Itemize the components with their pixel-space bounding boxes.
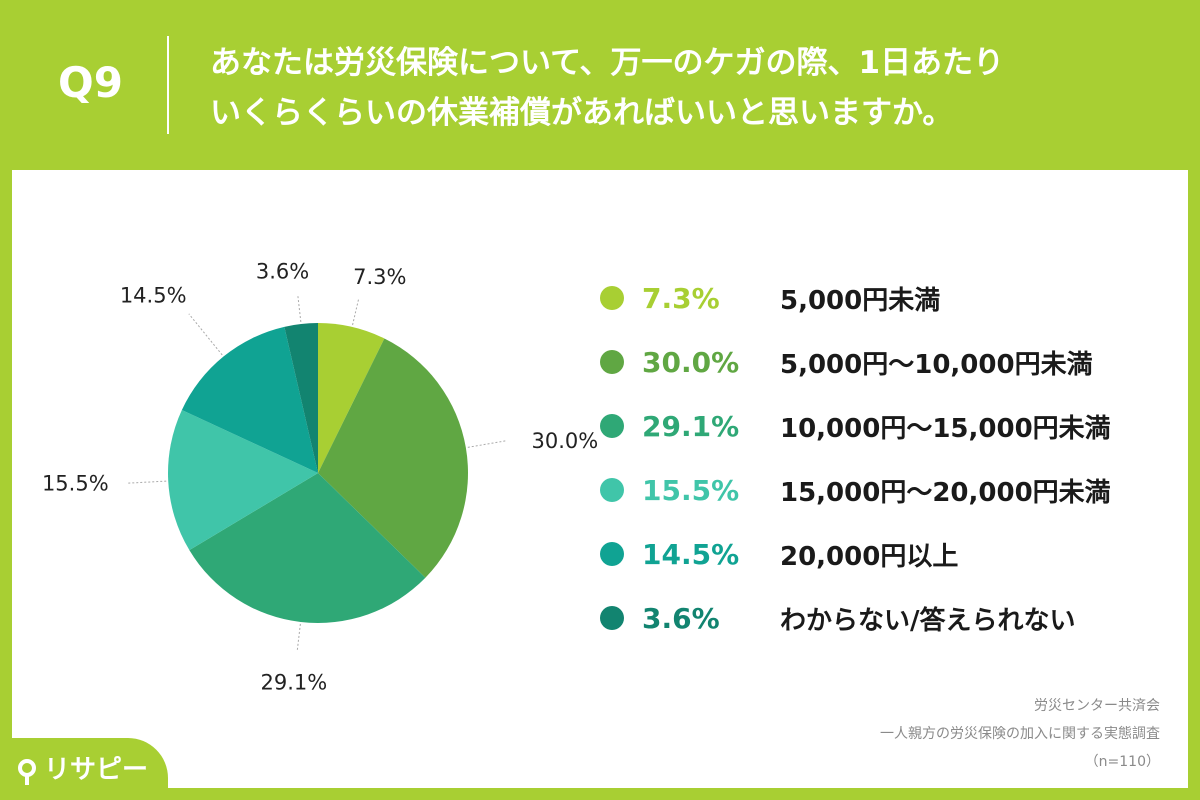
header: Q9 あなたは労災保険について、万一のケガの際、1日あたり いくらくらいの休業補…	[0, 0, 1200, 170]
pie-data-label: 29.1%	[261, 671, 328, 695]
legend-item: 14.5% 20,000円以上	[600, 534, 1180, 574]
pin-icon	[18, 758, 36, 785]
source-org: 労災センター共済会	[1034, 698, 1160, 714]
pie-slice	[181, 326, 318, 473]
logo-tab: リサピー	[0, 738, 168, 800]
source-survey: 一人親方の労災保険の加入に関する実態調査	[880, 726, 1160, 742]
leader-line	[297, 294, 302, 323]
leader-line	[296, 623, 301, 652]
legend-percent: 3.6%	[642, 601, 720, 635]
legend-item: 29.1% 10,000円〜15,000円未満	[600, 406, 1180, 446]
brand-logo: リサピー	[18, 749, 148, 786]
legend-percent: 30.0%	[642, 345, 740, 379]
pie-data-label: 15.5%	[42, 471, 109, 495]
question-text: あなたは労災保険について、万一のケガの際、1日あたり いくらくらいの休業補償があ…	[210, 38, 1170, 138]
source-sample: （n=110）	[1084, 754, 1160, 770]
legend-dot-icon	[600, 350, 624, 374]
legend-label: 5,000円未満	[780, 285, 941, 316]
pie-chart: 7.3% 30.0% 29.1% 15.5% 14.5% 3.6%	[42, 259, 598, 695]
legend-item: 3.6% わからない/答えられない	[600, 598, 1180, 638]
pie-slice	[318, 323, 385, 473]
legend-dot-icon	[600, 286, 624, 310]
pie-slice	[284, 323, 318, 473]
pie-data-label: 14.5%	[120, 284, 187, 308]
legend-percent: 7.3%	[642, 281, 720, 315]
legend-percent: 29.1%	[642, 409, 740, 443]
legend-percent: 14.5%	[642, 537, 740, 571]
leader-line	[352, 299, 359, 326]
source-note: 労災センター共済会 一人親方の労災保険の加入に関する実態調査 （n=110）	[880, 692, 1160, 776]
logo-text: リサピー	[44, 755, 149, 785]
question-id: Q9	[58, 58, 123, 107]
leader-line	[128, 480, 167, 484]
legend-label: わからない/答えられない	[780, 605, 1076, 636]
legend-dot-icon	[600, 414, 624, 438]
pie-slice	[189, 473, 426, 623]
pie-slice	[168, 409, 318, 551]
legend-dot-icon	[600, 542, 624, 566]
legend-item: 30.0% 5,000円〜10,000円未満	[600, 342, 1180, 382]
legend-dot-icon	[600, 606, 624, 630]
legend-label: 5,000円〜10,000円未満	[780, 349, 1093, 380]
legend-label: 15,000円〜20,000円未満	[780, 477, 1111, 508]
leader-line	[467, 440, 508, 448]
question-line-1: あなたは労災保険について、万一のケガの際、1日あたり	[210, 45, 1005, 81]
header-divider	[167, 36, 169, 134]
leader-line	[188, 313, 223, 356]
legend-percent: 15.5%	[642, 473, 740, 507]
pie-data-label: 30.0%	[531, 429, 598, 453]
legend-item: 7.3% 5,000円未満	[600, 278, 1180, 318]
legend-item: 15.5% 15,000円〜20,000円未満	[600, 470, 1180, 510]
legend-label: 20,000円以上	[780, 541, 959, 572]
legend-label: 10,000円〜15,000円未満	[780, 413, 1111, 444]
question-line-2: いくらくらいの休業補償があればいいと思いますか。	[210, 95, 954, 131]
legend-dot-icon	[600, 478, 624, 502]
pie-data-label: 7.3%	[353, 265, 406, 289]
pie-slice	[318, 338, 469, 578]
pie-data-label: 3.6%	[256, 259, 309, 283]
chart-card: 7.3% 30.0% 29.1% 15.5% 14.5% 3.6% 7.3% 5,000円未…	[12, 170, 1188, 788]
